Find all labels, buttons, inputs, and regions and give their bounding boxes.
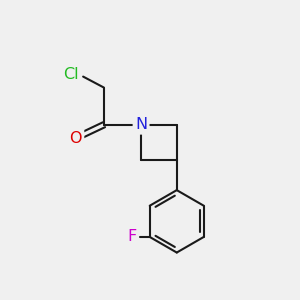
Text: O: O — [69, 130, 82, 146]
Text: N: N — [135, 117, 147, 132]
Text: Cl: Cl — [63, 67, 79, 82]
Text: F: F — [127, 230, 136, 244]
